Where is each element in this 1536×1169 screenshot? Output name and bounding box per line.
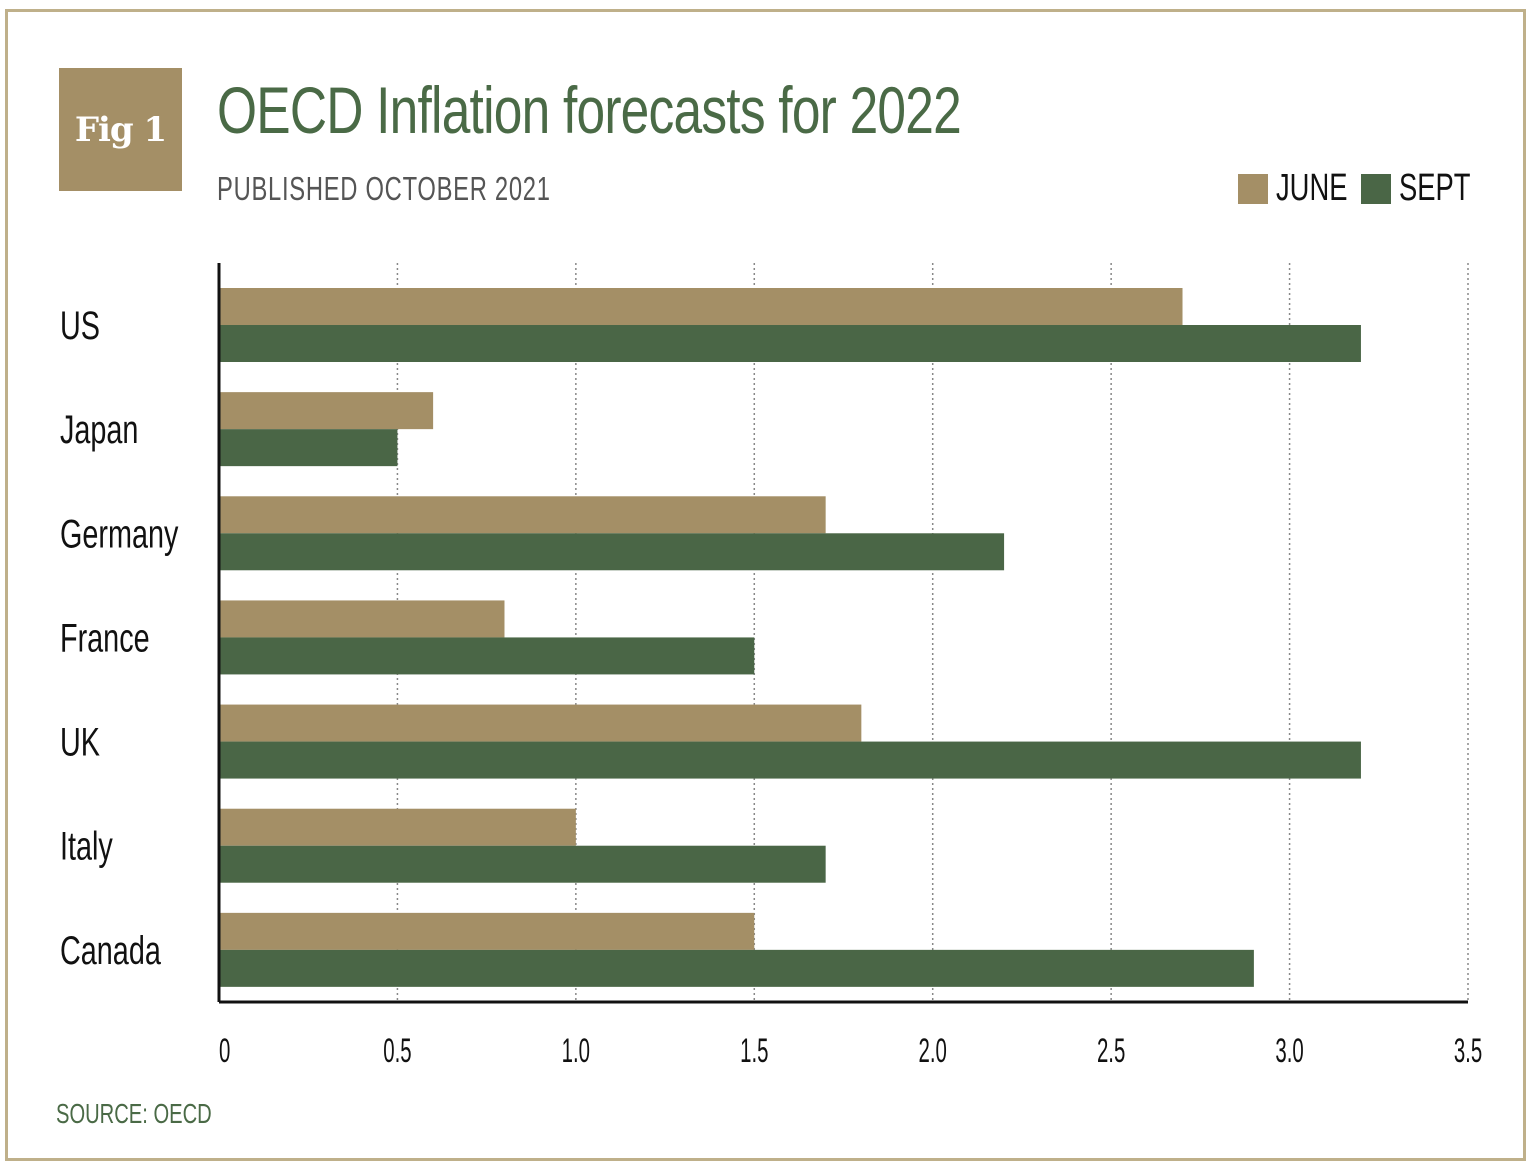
bar-sept-japan <box>219 429 398 467</box>
bar-sept-us <box>219 325 1361 362</box>
legend-item-june: JUNE <box>1238 167 1375 210</box>
figure-badge: Fig 1 <box>59 68 182 191</box>
gridlines <box>396 263 1469 1002</box>
legend: JUNE SEPT <box>1238 167 1498 210</box>
legend-item-sept: SEPT <box>1361 167 1498 210</box>
category-label: France <box>60 616 150 661</box>
category-label: UK <box>60 720 100 765</box>
bar-june-canada <box>219 912 755 950</box>
bar-sept-uk <box>219 741 1361 779</box>
source-note: SOURCE: OECD <box>56 1098 212 1129</box>
category-label: Germany <box>60 512 179 557</box>
bar-sept-italy <box>219 845 826 883</box>
legend-label-sept: SEPT <box>1399 167 1471 209</box>
tick-labels: 0 0.5 1.0 1.5 2.0 2.5 3.0 3.5 <box>219 1032 1482 1070</box>
bar-june-japan <box>219 392 434 430</box>
bar-june-uk <box>219 704 862 742</box>
bar-sept-canada <box>219 949 1254 987</box>
figure-badge-label: Fig 1 <box>74 109 167 150</box>
category-label: Canada <box>60 928 161 973</box>
category-label: Italy <box>60 824 113 869</box>
category-label: Japan <box>60 408 138 453</box>
legend-swatch-june <box>1238 173 1268 204</box>
bar-june-us <box>219 288 1183 325</box>
x-tick-label: 0.5 <box>383 1032 411 1070</box>
bar-june-germany <box>219 496 826 534</box>
x-tick-label: 1.0 <box>562 1032 590 1070</box>
category-label: US <box>60 303 100 348</box>
x-tick-label: 3.5 <box>1454 1032 1482 1070</box>
x-tick-label: 3.0 <box>1275 1032 1303 1070</box>
x-tick-label: 2.0 <box>919 1032 947 1070</box>
bar-sept-france <box>219 637 755 675</box>
chart-title: OECD Inflation forecasts for 2022 <box>217 73 962 147</box>
x-tick-label: 1.5 <box>740 1032 768 1070</box>
legend-swatch-sept <box>1361 173 1392 204</box>
axes <box>217 263 1468 1004</box>
category-labels: US Japan Germany France UK Italy Canada <box>60 303 179 973</box>
x-tick-label: 0 <box>219 1032 230 1070</box>
legend-label-june: JUNE <box>1276 167 1348 209</box>
bar-sept-germany <box>219 533 1005 571</box>
bar-june-france <box>219 600 505 638</box>
bars <box>219 288 1361 987</box>
bar-june-italy <box>219 808 576 846</box>
x-tick-label: 2.5 <box>1097 1032 1125 1070</box>
chart-subtitle: PUBLISHED OCTOBER 2021 <box>217 170 551 207</box>
